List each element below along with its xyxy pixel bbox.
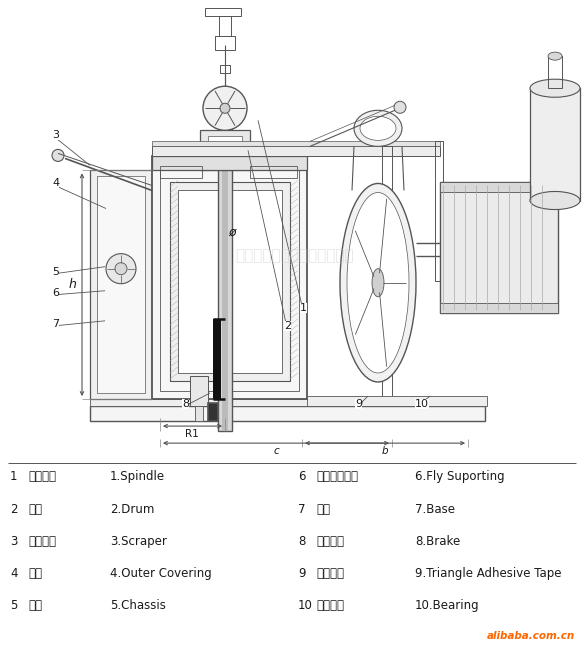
Bar	[152, 156, 307, 170]
Text: 4: 4	[10, 567, 18, 580]
Bar	[218, 121, 232, 431]
Text: 1: 1	[10, 470, 18, 483]
Text: 底座: 底座	[316, 502, 330, 515]
Circle shape	[115, 263, 127, 275]
Bar	[208, 136, 242, 164]
Bar	[435, 141, 443, 281]
Text: 8.Brake: 8.Brake	[415, 535, 460, 548]
Ellipse shape	[354, 110, 402, 146]
Text: ø: ø	[228, 226, 236, 239]
Bar	[548, 56, 562, 88]
Text: 8: 8	[182, 399, 189, 409]
Text: c: c	[273, 446, 279, 456]
Ellipse shape	[340, 183, 416, 382]
Bar	[97, 177, 145, 393]
Text: 1.Spindle: 1.Spindle	[110, 470, 165, 483]
Text: 6.Fly Suporting: 6.Fly Suporting	[415, 470, 505, 483]
Text: 7.Base: 7.Base	[415, 502, 455, 515]
Bar	[440, 183, 558, 192]
Bar	[90, 406, 485, 421]
Text: 转鼓: 转鼓	[28, 502, 42, 515]
Text: 传动装置: 传动装置	[316, 599, 344, 612]
Circle shape	[106, 253, 136, 284]
Text: alibaba.com.cn: alibaba.com.cn	[486, 631, 575, 641]
Bar	[440, 183, 558, 313]
Bar	[219, 16, 231, 36]
Text: 机壳: 机壳	[28, 567, 42, 580]
Text: b: b	[382, 446, 388, 456]
Ellipse shape	[548, 52, 562, 60]
Text: 10.Bearing: 10.Bearing	[415, 599, 479, 612]
Bar	[195, 406, 203, 421]
Bar	[152, 146, 440, 156]
Text: 1: 1	[300, 303, 307, 313]
Bar	[222, 121, 228, 431]
Bar	[530, 88, 580, 201]
Circle shape	[203, 86, 247, 130]
Text: 9: 9	[355, 399, 362, 409]
Text: 悬挂支承装置: 悬挂支承装置	[316, 470, 358, 483]
Text: 底盘: 底盘	[28, 599, 42, 612]
Text: 2: 2	[284, 321, 291, 331]
Text: 3: 3	[10, 535, 18, 548]
Bar	[90, 399, 485, 406]
Text: 8: 8	[298, 535, 305, 548]
Bar	[205, 8, 241, 16]
Circle shape	[394, 101, 406, 114]
Text: 刃刀机构: 刃刀机构	[28, 535, 56, 548]
Bar	[152, 156, 307, 399]
Bar	[178, 190, 282, 373]
Ellipse shape	[530, 192, 580, 210]
Bar	[250, 166, 297, 179]
Ellipse shape	[372, 269, 384, 297]
Bar	[152, 141, 440, 146]
Text: 10: 10	[298, 599, 313, 612]
Bar	[190, 376, 208, 406]
Text: 3: 3	[52, 130, 59, 141]
Ellipse shape	[347, 192, 409, 373]
Ellipse shape	[530, 79, 580, 97]
Text: 三角胶带: 三角胶带	[316, 567, 344, 580]
Text: 6: 6	[298, 470, 305, 483]
Text: 6: 6	[52, 288, 59, 298]
Text: 2.Drum: 2.Drum	[110, 502, 154, 515]
Circle shape	[52, 150, 64, 161]
Bar	[160, 166, 202, 179]
Text: 2: 2	[10, 502, 18, 515]
Text: 5.Chassis: 5.Chassis	[110, 599, 166, 612]
Circle shape	[220, 103, 230, 114]
Bar	[382, 146, 392, 399]
Bar	[170, 183, 290, 381]
Bar	[160, 164, 299, 391]
Bar	[440, 303, 558, 313]
Text: 9: 9	[298, 567, 305, 580]
Text: 4: 4	[52, 179, 59, 188]
Text: 4.Outer Covering: 4.Outer Covering	[110, 567, 212, 580]
Text: 5: 5	[10, 599, 18, 612]
Text: h: h	[68, 278, 76, 292]
Text: 10: 10	[415, 399, 429, 409]
Text: 7: 7	[52, 319, 59, 329]
Text: 3.Scraper: 3.Scraper	[110, 535, 167, 548]
Bar	[220, 65, 230, 73]
Bar	[307, 396, 487, 406]
Bar	[208, 403, 218, 421]
Text: 主轴装置: 主轴装置	[28, 470, 56, 483]
Ellipse shape	[360, 116, 396, 141]
Bar	[215, 36, 235, 50]
Text: 9.Triangle Adhesive Tape: 9.Triangle Adhesive Tape	[415, 567, 561, 580]
Text: 5: 5	[52, 266, 59, 277]
Bar	[213, 319, 221, 399]
Bar	[90, 170, 152, 399]
Bar	[200, 130, 250, 170]
Text: 张家港中瑞轻工设备有限公司: 张家港中瑞轻工设备有限公司	[236, 248, 354, 263]
Text: 刹车机构: 刹车机构	[316, 535, 344, 548]
Text: R1: R1	[185, 429, 199, 439]
Text: 7: 7	[298, 502, 305, 515]
